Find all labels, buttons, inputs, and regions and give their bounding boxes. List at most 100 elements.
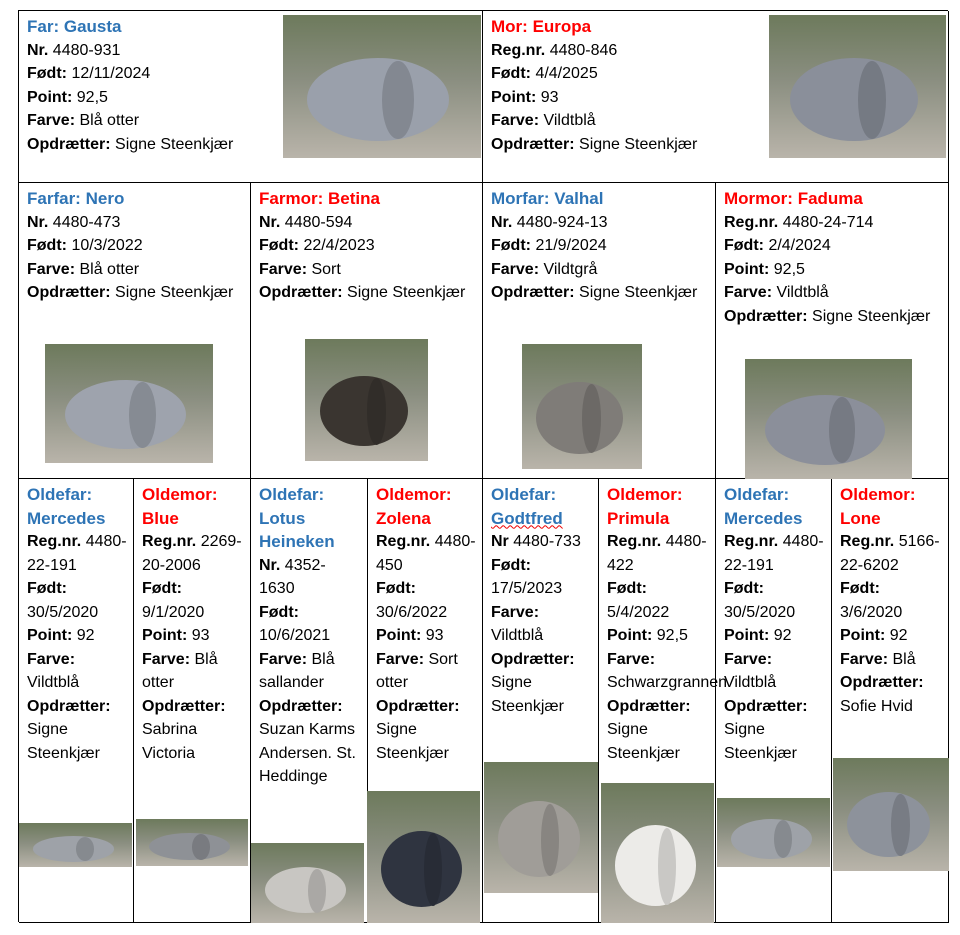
field-label: Født:	[840, 580, 880, 597]
animal-heading: Oldemor: Blue	[142, 483, 242, 530]
field: Opdrætter: Signe Steenkjær	[259, 281, 475, 305]
animal-name: Godtfred	[491, 508, 563, 528]
field: Point: 92,5	[724, 258, 940, 282]
rabbit-photo	[251, 843, 364, 923]
field-label: Point:	[607, 627, 653, 644]
rabbit-ear	[75, 837, 94, 862]
field-label: Farve:	[27, 112, 76, 129]
field-value: Vildtblå	[776, 284, 829, 301]
field-value: Signe Steenkjær	[491, 674, 564, 715]
field-value: 17/5/2023	[491, 580, 563, 597]
rabbit-ear	[307, 868, 326, 913]
field-label: Reg.nr.	[607, 533, 662, 550]
field-label: Opdrætter:	[376, 697, 460, 715]
cell-text: Oldefar: Lotus Heineken Nr. 4352-1630 Født:…	[259, 483, 359, 789]
pedigree-cell: Oldefar: Lotus Heineken Nr. 4352-1630 Født:…	[251, 479, 368, 923]
field-value: 30/5/2020	[27, 603, 99, 621]
field-label: Opdrætter:	[840, 674, 924, 691]
field-label: Nr.	[259, 556, 281, 574]
field-value: 21/9/2024	[535, 237, 607, 254]
field: Opdrætter: Signe Steenkjær	[27, 695, 127, 766]
field: Opdrætter: Sabrina Victoria	[142, 695, 242, 766]
field-label: Farve:	[840, 650, 889, 668]
field-label: Nr.	[27, 41, 49, 59]
rabbit-photo	[769, 15, 946, 158]
role-label: Oldefar:	[491, 485, 557, 504]
field-value: 9/1/2020	[142, 603, 205, 621]
field-label: Farve:	[27, 650, 76, 668]
field: Farve: Vildtblå	[27, 648, 127, 695]
role-label: Morfar:	[491, 189, 550, 208]
field-value: Blå otter	[79, 112, 140, 129]
field-value: Vildtgrå	[543, 260, 598, 278]
rabbit-body	[846, 791, 931, 858]
field-label: Født:	[259, 603, 299, 621]
field-value: 93	[540, 88, 559, 106]
field: Point: 93	[376, 624, 476, 648]
animal-name: Nero	[85, 189, 125, 208]
field: Født: 22/4/2023	[259, 234, 475, 258]
field-label: Farve:	[491, 112, 540, 129]
field: Født: 2/4/2024	[724, 234, 940, 258]
animal-name: Blue	[142, 508, 179, 528]
rabbit-photo	[305, 339, 428, 461]
rabbit-body	[264, 867, 346, 914]
field-label: Farve:	[607, 650, 656, 668]
field-label: Point:	[724, 627, 770, 644]
field-label: Farve:	[491, 603, 540, 621]
field: Opdrætter: Signe Steenkjær	[607, 695, 707, 766]
field-label: Point:	[142, 627, 188, 644]
field-label: Point:	[27, 627, 73, 644]
role-label: Oldefar:	[259, 485, 325, 504]
field-value: 2/4/2024	[768, 237, 831, 254]
cell-text: Far: Gausta Nr. 4480-931 Født: 12/11/2024 P…	[27, 15, 277, 156]
field-label: Reg.nr.	[27, 533, 82, 550]
field-label: Opdrætter:	[27, 697, 111, 715]
field: Født: 10/6/2021	[259, 601, 359, 648]
field-label: Reg.nr.	[724, 213, 779, 231]
field-label: Født:	[491, 237, 531, 254]
field-value: Signe Steenkjær	[115, 284, 234, 301]
rabbit-photo	[484, 762, 598, 893]
animal-heading: Mormor: Faduma	[724, 187, 940, 211]
field-value: 5166-22-6202	[840, 533, 940, 574]
field-value: Signe Steenkjær	[607, 721, 680, 762]
animal-heading: Oldefar: Mercedes	[724, 483, 824, 530]
field-label: Født:	[142, 580, 182, 597]
cell-text: Farmor: Betina Nr. 4480-594 Født: 22/4/202…	[259, 187, 475, 305]
field: Født: 4/4/2025	[491, 62, 931, 86]
rabbit-body	[765, 395, 886, 465]
field-value: Blå	[892, 650, 916, 668]
field-label: Født:	[27, 237, 67, 254]
role-label: Oldemor:	[376, 485, 452, 504]
field: Farve: Blå otter	[27, 258, 243, 282]
field-label: Farve:	[724, 650, 773, 668]
cell-text: Oldefar: Mercedes Reg.nr. 4480-22-191 Født:…	[724, 483, 824, 765]
field-value: 4480-422	[607, 533, 707, 574]
field: Født: 10/3/2022	[27, 234, 243, 258]
field: Point: 92	[724, 624, 824, 648]
field-label: Reg.nr.	[724, 533, 779, 550]
field: Opdrætter: Signe Steenkjær	[491, 648, 591, 719]
animal-name: Faduma	[797, 189, 863, 208]
field: Opdrætter: Signe Steenkjær	[491, 281, 707, 305]
rabbit-ear	[891, 794, 910, 857]
role-label: Mor:	[491, 17, 528, 36]
field-value: Blå otter	[79, 260, 140, 278]
role-label: Oldemor:	[840, 485, 916, 504]
field-label: Farve:	[259, 650, 308, 668]
cell-text: Mor: Europa Reg.nr. 4480-846 Født: 4/4/202…	[491, 15, 931, 156]
field-label: Point:	[27, 88, 73, 106]
field: Farve: Vildtblå	[491, 601, 591, 648]
rabbit-ear	[657, 827, 676, 905]
field-value: 92,5	[76, 88, 108, 106]
animal-heading: Oldefar: Godtfred	[491, 483, 591, 530]
rabbit-photo	[717, 798, 830, 867]
animal-name: Zolena	[376, 508, 431, 528]
field: Født: 21/9/2024	[491, 234, 707, 258]
field-value: Signe Steenkjær	[579, 135, 698, 153]
field: Reg.nr. 4480-450	[376, 530, 476, 577]
rabbit-ear	[541, 803, 560, 876]
field-value: 4/4/2025	[535, 65, 598, 82]
field: Nr. 4480-594	[259, 211, 475, 235]
